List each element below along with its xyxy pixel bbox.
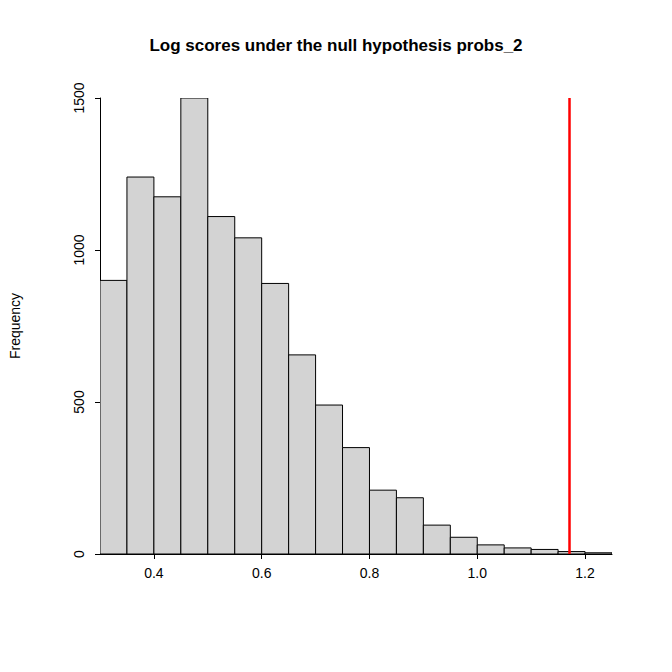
svg-text:0.6: 0.6 xyxy=(252,565,272,581)
svg-text:1000: 1000 xyxy=(71,234,87,265)
svg-text:1.2: 1.2 xyxy=(575,565,595,581)
svg-text:0.4: 0.4 xyxy=(144,565,164,581)
svg-text:Frequency: Frequency xyxy=(7,293,23,359)
svg-text:0: 0 xyxy=(71,550,87,558)
svg-text:1.0: 1.0 xyxy=(468,565,488,581)
svg-text:500: 500 xyxy=(71,390,87,414)
svg-text:1500: 1500 xyxy=(71,82,87,113)
svg-text:Log scores under the null hypo: Log scores under the null hypothesis pro… xyxy=(149,36,522,55)
svg-text:0.8: 0.8 xyxy=(360,565,380,581)
